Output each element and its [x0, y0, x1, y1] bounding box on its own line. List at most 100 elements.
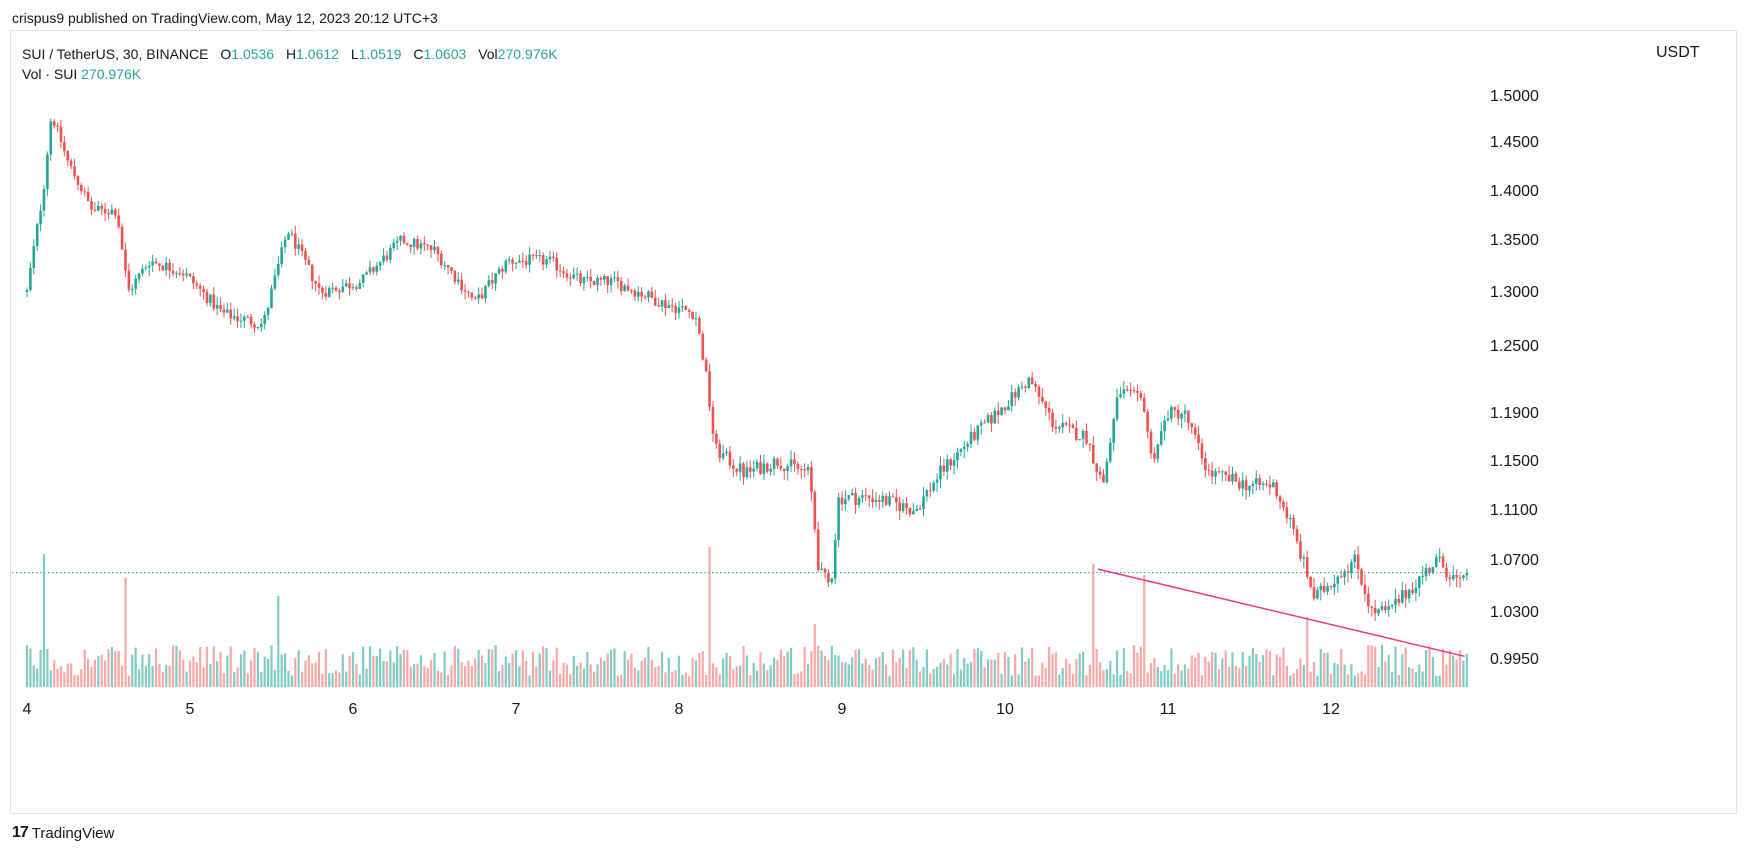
volume-bar [236, 667, 239, 687]
candle-body [1414, 587, 1418, 593]
volume-bar [1299, 658, 1302, 687]
volume-bar [1024, 661, 1027, 687]
candle-body [966, 444, 969, 447]
volume-bar [182, 659, 185, 687]
candle [956, 447, 959, 469]
candle [708, 363, 711, 412]
candle-body [1248, 486, 1251, 491]
candle-body [416, 238, 419, 249]
candle-body [779, 465, 783, 469]
volume-bar [117, 651, 120, 687]
candle-body [46, 154, 49, 190]
candle-body [168, 262, 171, 271]
candle-body [1166, 418, 1170, 421]
candle [1030, 371, 1034, 385]
candle [518, 254, 521, 264]
candle-body [793, 459, 796, 465]
low-value: 1.0519 [358, 46, 402, 62]
candle-body [1142, 397, 1146, 412]
volume-bar [1448, 650, 1451, 687]
volume-bar [297, 650, 300, 687]
candle-body [901, 503, 905, 511]
volume-bar [375, 655, 378, 687]
candle-body [1309, 576, 1312, 588]
candle [389, 243, 392, 264]
volume-bar [351, 651, 355, 687]
volume-bar [355, 664, 358, 687]
candle [884, 493, 888, 506]
volume-bar [233, 672, 236, 687]
candle-body [29, 268, 32, 291]
candle [127, 263, 131, 293]
candle [368, 260, 372, 276]
price-tick-label: 1.0300 [1490, 604, 1539, 621]
volume-bar [749, 675, 752, 687]
volume-bar [973, 649, 976, 687]
volume-bar [596, 664, 599, 687]
volume-bar [379, 648, 382, 687]
candle-body [922, 496, 925, 509]
candle [113, 207, 117, 220]
candle-body [260, 323, 263, 328]
candle [42, 185, 46, 217]
volume-bar [650, 659, 653, 687]
volume-bar [514, 650, 518, 687]
tradingview-brand[interactable]: 17 TradingView [12, 824, 114, 842]
volume-bar [878, 656, 881, 687]
candle [120, 223, 124, 250]
candle-body [1394, 598, 1397, 606]
candle-body [878, 500, 881, 502]
candle [32, 239, 36, 275]
candle [772, 455, 776, 476]
candle [290, 229, 294, 237]
volume-bar [830, 645, 833, 687]
candle [344, 279, 348, 287]
volume-bar [691, 658, 694, 687]
candle-body [619, 281, 623, 291]
candle-body [1258, 478, 1261, 485]
candle-body [151, 261, 154, 266]
candle-body [728, 451, 732, 466]
candle [348, 277, 351, 296]
candle [467, 290, 470, 298]
volume-bar [419, 655, 423, 687]
candle [504, 258, 508, 274]
volume-bar [1058, 674, 1061, 687]
candle [833, 533, 837, 584]
candle [1027, 376, 1031, 390]
candle [110, 204, 114, 215]
candle [1428, 566, 1431, 576]
volume-bar [976, 648, 979, 687]
candle-body [1115, 397, 1119, 420]
candle [1414, 579, 1418, 602]
candle-body [392, 242, 396, 248]
volume-bar [1275, 654, 1278, 687]
volume-bar [1367, 645, 1370, 687]
volume-bar [1014, 654, 1017, 687]
candle [375, 262, 379, 276]
volume-bar [358, 674, 361, 687]
candle [799, 466, 803, 479]
volume-indicator-label[interactable]: Vol · SUI [22, 66, 78, 82]
candle [1384, 601, 1387, 614]
volume-bar [1102, 670, 1105, 687]
volume-bar [341, 654, 344, 687]
symbol-label[interactable]: SUI / TetherUS, 30, BINANCE [22, 46, 209, 62]
volume-bar [250, 660, 253, 687]
volume-bar [864, 658, 867, 687]
volume-bar [1319, 648, 1322, 687]
volume-bar [708, 547, 711, 687]
candle-body [63, 141, 66, 151]
candle [385, 250, 389, 263]
candle-body [1007, 406, 1010, 411]
candle [317, 275, 321, 295]
candle-body [1088, 443, 1092, 445]
candle [769, 463, 772, 476]
volume-bar [1010, 675, 1013, 687]
candle-body [195, 283, 199, 286]
candle [463, 283, 467, 300]
candle [1207, 463, 1211, 476]
candle-body [871, 498, 874, 503]
volume-bar [389, 650, 392, 687]
